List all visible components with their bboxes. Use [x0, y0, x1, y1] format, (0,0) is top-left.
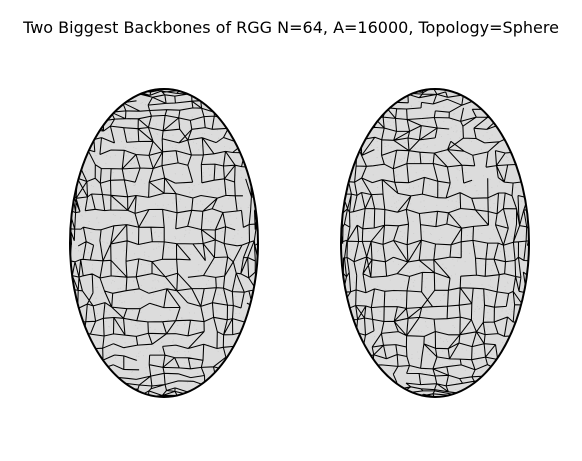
- figure-title: Two Biggest Backbones of RGG N=64, A=160…: [23, 18, 559, 37]
- sphere-surface: [341, 89, 529, 397]
- backbone-1-sphere: [69, 88, 259, 398]
- sphere-outline: [340, 88, 530, 398]
- sphere-outline: [69, 88, 259, 398]
- backbone-2-sphere: [340, 88, 530, 398]
